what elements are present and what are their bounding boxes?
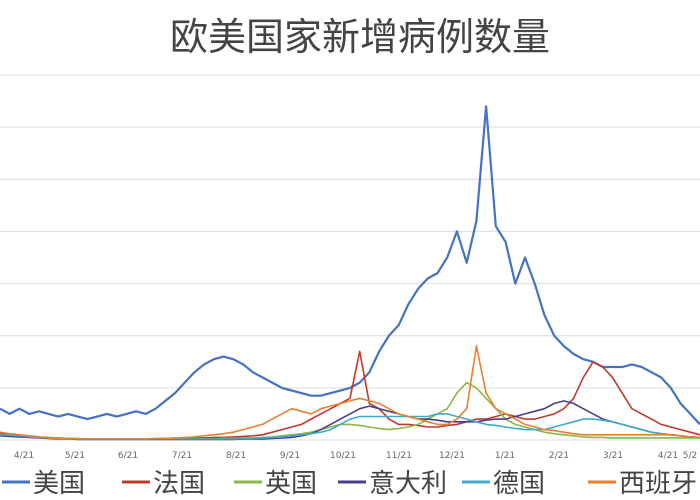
x-tick-label: 4/21 bbox=[658, 451, 678, 461]
x-tick-label: 2/21 bbox=[549, 451, 569, 461]
chart-title: 欧美国家新增病例数量 bbox=[170, 15, 550, 59]
legend: 美国 法国 英国 意大利 德国 西班牙 bbox=[2, 469, 697, 499]
x-tick-label: 12/21 bbox=[439, 451, 465, 461]
x-tick-label: 3/21 bbox=[603, 451, 623, 461]
legend-label-美国: 美国 bbox=[33, 469, 85, 499]
x-tick-label: 11/21 bbox=[386, 451, 412, 461]
x-tick-label: 5/2 bbox=[683, 451, 697, 461]
series-lines bbox=[0, 105, 700, 441]
series-line-法国 bbox=[0, 350, 700, 440]
legend-label-意大利: 意大利 bbox=[369, 469, 447, 499]
x-tick-label: 1/21 bbox=[495, 451, 515, 461]
x-tick-label: 7/21 bbox=[172, 451, 192, 461]
gridlines bbox=[0, 74, 700, 441]
series-line-美国 bbox=[0, 105, 700, 426]
series-line-英国 bbox=[0, 381, 700, 440]
legend-label-法国: 法国 bbox=[153, 469, 205, 499]
legend-label-德国: 德国 bbox=[493, 469, 545, 499]
x-tick-label: 9/21 bbox=[280, 451, 300, 461]
x-tick-label: 10/21 bbox=[330, 451, 356, 461]
x-tick-label: 6/21 bbox=[118, 451, 138, 461]
x-tick-label: 8/21 bbox=[226, 451, 246, 461]
x-ticks: 4/21 5/21 6/21 7/21 8/21 9/21 10/21 11/21 12/21 1… bbox=[14, 451, 697, 461]
x-tick-label: 5/21 bbox=[65, 451, 85, 461]
series-line-西班牙 bbox=[0, 345, 700, 440]
series-line-意大利 bbox=[0, 400, 700, 441]
x-tick-label: 4/21 bbox=[14, 451, 34, 461]
legend-label-西班牙: 西班牙 bbox=[619, 469, 697, 499]
legend-label-英国: 英国 bbox=[265, 469, 317, 499]
